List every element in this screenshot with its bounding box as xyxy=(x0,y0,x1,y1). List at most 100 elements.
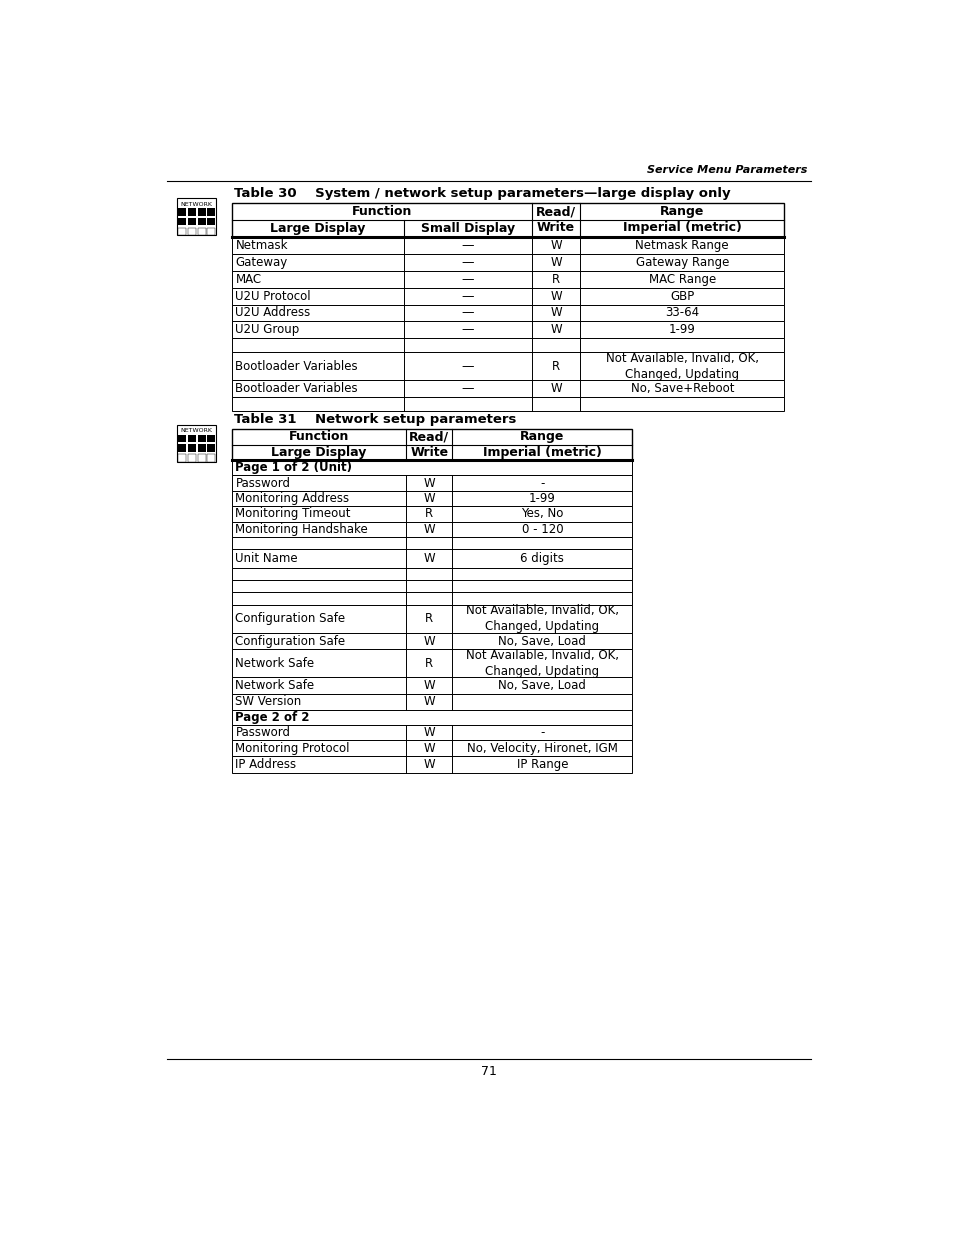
Text: U2U Address: U2U Address xyxy=(235,306,311,320)
Bar xyxy=(207,445,215,452)
Bar xyxy=(232,461,632,475)
Bar xyxy=(197,435,206,442)
Bar xyxy=(232,550,632,568)
Text: U2U Protocol: U2U Protocol xyxy=(235,289,311,303)
Text: —: — xyxy=(461,256,474,269)
Text: Page 1 of 2 (Unit): Page 1 of 2 (Unit) xyxy=(235,461,352,474)
Bar xyxy=(232,490,632,506)
Text: —: — xyxy=(461,273,474,285)
Text: MAC Range: MAC Range xyxy=(648,273,715,285)
Text: -: - xyxy=(539,477,544,489)
Text: —: — xyxy=(461,306,474,320)
Text: Password: Password xyxy=(235,726,291,739)
Bar xyxy=(197,445,206,452)
Bar xyxy=(232,321,783,338)
Text: Large Display: Large Display xyxy=(271,446,366,459)
Bar xyxy=(178,219,186,226)
Bar xyxy=(188,209,195,216)
Text: GBP: GBP xyxy=(669,289,694,303)
Bar xyxy=(197,209,206,216)
Text: W: W xyxy=(550,324,561,336)
Text: W: W xyxy=(423,679,435,692)
Text: W: W xyxy=(550,289,561,303)
Text: SW Version: SW Version xyxy=(235,695,301,709)
Bar xyxy=(188,454,195,462)
Text: Table 30    System / network setup parameters—large display only: Table 30 System / network setup paramete… xyxy=(233,186,730,200)
Bar xyxy=(197,454,206,462)
Bar xyxy=(232,650,632,677)
Text: W: W xyxy=(423,741,435,755)
Text: Configuration Safe: Configuration Safe xyxy=(235,613,345,625)
Bar xyxy=(178,227,186,235)
Text: No, Save+Reboot: No, Save+Reboot xyxy=(630,382,733,395)
Bar xyxy=(232,380,783,396)
Text: R: R xyxy=(552,359,559,373)
Bar xyxy=(178,445,186,452)
Text: Yes, No: Yes, No xyxy=(520,508,563,520)
Text: Gateway Range: Gateway Range xyxy=(635,256,728,269)
Text: R: R xyxy=(425,508,433,520)
Bar xyxy=(232,605,632,632)
Text: Not Available, Invalid, OK,
Changed, Updating: Not Available, Invalid, OK, Changed, Upd… xyxy=(465,604,618,634)
Text: 1-99: 1-99 xyxy=(528,492,556,505)
Text: W: W xyxy=(423,758,435,771)
Text: Large Display: Large Display xyxy=(270,222,365,235)
Text: —: — xyxy=(461,382,474,395)
Text: W: W xyxy=(423,552,435,566)
Text: Read/
Write: Read/ Write xyxy=(409,430,449,459)
Bar xyxy=(232,305,783,321)
Text: Read/
Write: Read/ Write xyxy=(536,205,576,235)
Text: No, Save, Load: No, Save, Load xyxy=(497,679,586,692)
Text: IP Range: IP Range xyxy=(517,758,568,771)
Bar xyxy=(232,237,783,253)
Text: MAC: MAC xyxy=(235,273,261,285)
Bar xyxy=(197,219,206,226)
Text: —: — xyxy=(461,289,474,303)
Text: 6 digits: 6 digits xyxy=(520,552,564,566)
Text: 0 - 120: 0 - 120 xyxy=(521,522,562,536)
Text: —: — xyxy=(461,359,474,373)
Text: —: — xyxy=(461,324,474,336)
Text: No, Velocity, Hironet, IGM: No, Velocity, Hironet, IGM xyxy=(466,741,618,755)
Text: U2U Group: U2U Group xyxy=(235,324,299,336)
Bar xyxy=(232,288,783,305)
Text: Not Available, Invalid, OK,
Changed, Updating: Not Available, Invalid, OK, Changed, Upd… xyxy=(465,648,618,678)
Text: Password: Password xyxy=(235,477,291,489)
Bar xyxy=(232,537,632,550)
Text: Range
Imperial (metric): Range Imperial (metric) xyxy=(622,205,740,235)
Text: Not Available, Invalid, OK,
Changed, Updating: Not Available, Invalid, OK, Changed, Upd… xyxy=(605,352,758,380)
Bar xyxy=(232,253,783,270)
Text: Page 2 of 2: Page 2 of 2 xyxy=(235,710,310,724)
Text: —: — xyxy=(461,238,474,252)
Text: R: R xyxy=(425,613,433,625)
Bar xyxy=(232,740,632,756)
Bar xyxy=(207,454,215,462)
Bar xyxy=(232,710,632,725)
Text: W: W xyxy=(423,477,435,489)
Text: Network Safe: Network Safe xyxy=(235,657,314,669)
Bar xyxy=(177,425,216,462)
Text: 33-64: 33-64 xyxy=(664,306,699,320)
Bar xyxy=(232,677,632,694)
Bar xyxy=(232,396,783,411)
Text: IP Address: IP Address xyxy=(235,758,296,771)
Bar xyxy=(207,227,215,235)
Bar xyxy=(188,227,195,235)
Text: NETWORK: NETWORK xyxy=(180,429,213,433)
Bar xyxy=(207,209,215,216)
Bar xyxy=(197,227,206,235)
Bar xyxy=(177,199,216,235)
Text: No, Save, Load: No, Save, Load xyxy=(497,635,586,647)
Bar xyxy=(178,454,186,462)
Text: Gateway: Gateway xyxy=(235,256,288,269)
Bar xyxy=(188,219,195,226)
Text: Netmask: Netmask xyxy=(235,238,288,252)
Text: NETWORK: NETWORK xyxy=(180,203,213,207)
Text: W: W xyxy=(550,256,561,269)
Text: Small Display: Small Display xyxy=(420,222,514,235)
Bar xyxy=(232,725,632,740)
Bar xyxy=(188,435,195,442)
Text: W: W xyxy=(423,492,435,505)
Text: Function: Function xyxy=(351,205,412,217)
Text: W: W xyxy=(423,726,435,739)
